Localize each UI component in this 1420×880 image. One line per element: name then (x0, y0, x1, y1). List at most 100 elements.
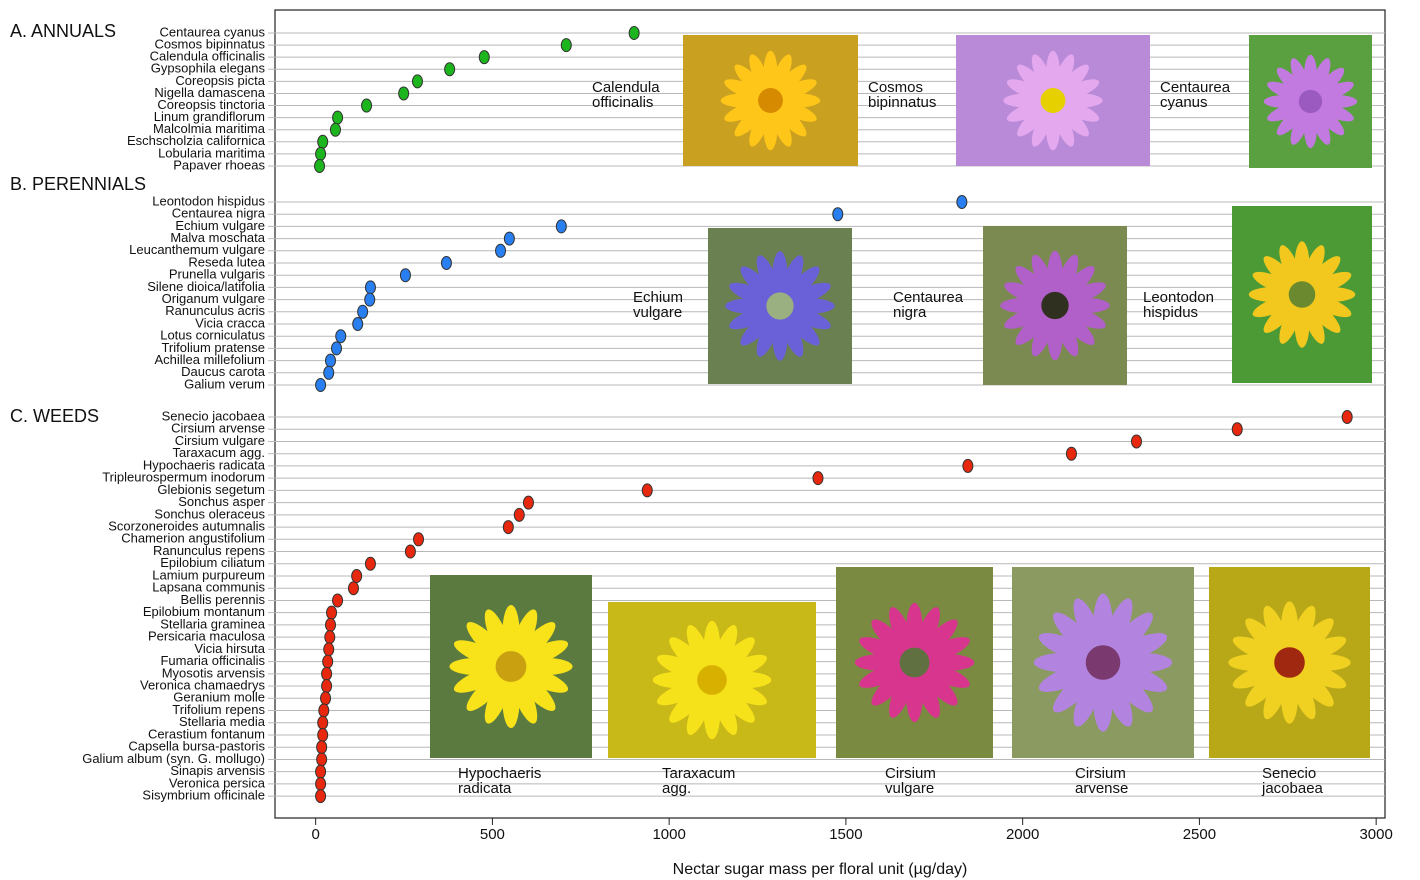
dot (445, 63, 455, 76)
dot (352, 569, 362, 582)
dot (479, 51, 489, 64)
dot (514, 508, 524, 521)
flower-center (1041, 88, 1066, 113)
dot (318, 135, 328, 148)
dot (316, 379, 326, 392)
dot (523, 496, 533, 509)
dot (315, 159, 325, 172)
x-axis-title: Nectar sugar mass per floral unit (µg/da… (673, 861, 968, 878)
dot (324, 643, 334, 656)
dot (963, 459, 973, 472)
photo (1209, 567, 1370, 758)
dot (365, 557, 375, 570)
dot (323, 655, 333, 668)
flower-center (697, 665, 727, 695)
x-tick-label: 500 (480, 826, 505, 843)
dot (321, 692, 331, 705)
photo (956, 35, 1150, 166)
flower-center (496, 651, 527, 682)
x-tick-label: 0 (311, 826, 319, 843)
dot (813, 472, 823, 485)
dot (324, 366, 334, 379)
photo-label: bipinnatus (868, 94, 936, 111)
x-tick-label: 2000 (1006, 826, 1039, 843)
flower-center (1274, 647, 1305, 678)
dot (1131, 435, 1141, 448)
dot (322, 680, 332, 693)
photo-label: agg. (662, 780, 691, 797)
dot (353, 318, 363, 331)
dot (330, 123, 340, 136)
photo (1249, 35, 1372, 168)
dot (414, 533, 424, 546)
dot (629, 27, 639, 40)
x-tick-label: 1500 (829, 826, 862, 843)
dot (358, 305, 368, 318)
dot (326, 354, 336, 367)
dot (556, 220, 566, 233)
photo (836, 567, 993, 758)
photo (683, 35, 858, 166)
photo-label: vulgare (633, 304, 682, 321)
dot (332, 342, 342, 355)
chart: Nectar sugar mass per floral unit (µg/da… (0, 0, 1420, 880)
dot (561, 39, 571, 52)
photo-label: nigra (893, 304, 927, 321)
dot (326, 618, 336, 631)
dot (833, 208, 843, 221)
dot (348, 582, 358, 595)
dot (333, 594, 343, 607)
dot (496, 244, 506, 257)
dot (319, 704, 329, 717)
dot (365, 293, 375, 306)
dot (365, 281, 375, 294)
dot (441, 257, 451, 270)
photo-label: vulgare (885, 780, 934, 797)
dot (318, 716, 328, 729)
dot (333, 111, 343, 124)
flower-center (1041, 292, 1068, 319)
dot (317, 741, 327, 754)
group-heading: B. PERENNIALS (10, 174, 146, 194)
photo (1232, 206, 1372, 383)
category-label: Galium verum (184, 376, 265, 391)
photo (983, 226, 1127, 385)
photo (1012, 567, 1194, 758)
dot (405, 545, 415, 558)
dot (957, 196, 967, 209)
category-label: Sisymbrium officinale (142, 788, 265, 803)
dot (316, 790, 326, 803)
flower-center (1299, 90, 1322, 113)
photo-label: hispidus (1143, 304, 1198, 321)
photo (708, 228, 852, 384)
flower-center (1289, 281, 1316, 308)
photo-label: jacobaea (1261, 780, 1324, 797)
dot (412, 75, 422, 88)
flower-center (758, 88, 783, 113)
dot (325, 631, 335, 644)
x-tick-label: 3000 (1359, 826, 1392, 843)
dot (316, 147, 326, 160)
group-heading: C. WEEDS (10, 406, 99, 426)
photo-label: officinalis (592, 94, 653, 111)
flower-center (900, 648, 930, 678)
flower-center (766, 292, 793, 319)
dot (336, 330, 346, 343)
dot (316, 777, 326, 790)
group-heading: A. ANNUALS (10, 21, 116, 41)
dot (503, 521, 513, 534)
photo (430, 575, 592, 758)
category-label: Papaver rhoeas (173, 157, 265, 172)
flower-center (1086, 645, 1121, 680)
dot (316, 765, 326, 778)
dot (1232, 423, 1242, 436)
dot (642, 484, 652, 497)
dot (317, 753, 327, 766)
dot (327, 606, 337, 619)
x-tick-label: 1000 (652, 826, 685, 843)
x-tick-label: 2500 (1183, 826, 1216, 843)
photo (608, 602, 816, 758)
photo-label: cyanus (1160, 94, 1208, 111)
dot (400, 269, 410, 282)
dot (504, 232, 514, 245)
